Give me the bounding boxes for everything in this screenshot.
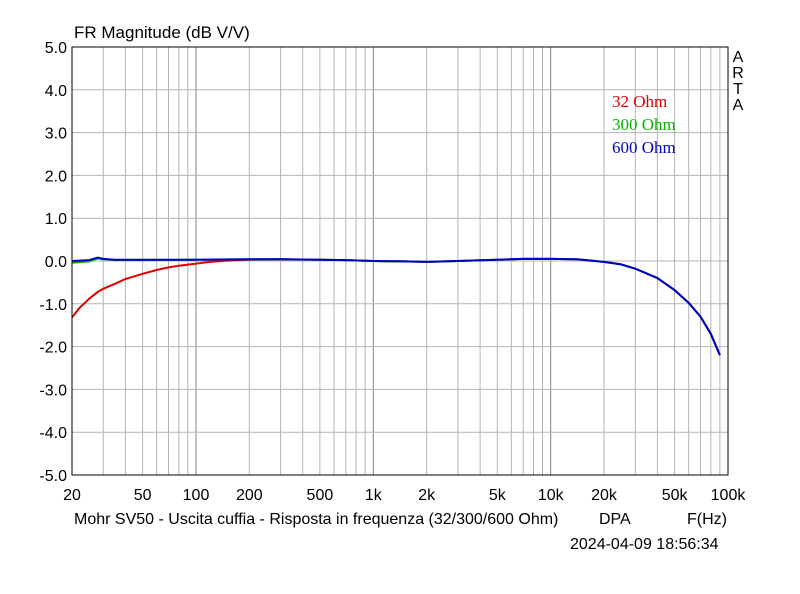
x-tick-label: 100k xyxy=(711,487,747,504)
y-tick-label: 1.0 xyxy=(45,211,67,228)
x-axis-label: F(Hz) xyxy=(687,511,727,528)
y-tick-label: -5.0 xyxy=(39,468,67,485)
y-tick-label: 3.0 xyxy=(45,126,67,143)
y-tick-label: 2.0 xyxy=(45,168,67,185)
legend-entry: 300 Ohm xyxy=(612,115,676,134)
x-tick-labels: 20 50 100 200 500 1k 2k 5k 10k 20k 50k 100k xyxy=(63,487,746,504)
x-tick-label: 50k xyxy=(662,487,689,504)
x-tick-label: 10k xyxy=(538,487,565,504)
y-tick-label: -1.0 xyxy=(39,297,67,314)
x-tick-label: 500 xyxy=(307,487,334,504)
watermark-letter: T xyxy=(733,81,743,98)
x-tick-label: 50 xyxy=(134,487,152,504)
chart-title: FR Magnitude (dB V/V) xyxy=(74,23,250,42)
legend-entry: 600 Ohm xyxy=(612,138,676,157)
series-lines xyxy=(71,256,721,356)
chart-caption: Mohr SV50 - Uscita cuffia - Risposta in … xyxy=(74,511,558,528)
legend-entry: 32 Ohm xyxy=(612,92,667,111)
y-tick-label: 4.0 xyxy=(45,83,67,100)
x-tick-label: 20k xyxy=(591,487,618,504)
y-tick-label: -4.0 xyxy=(39,425,67,442)
x-tick-label: 1k xyxy=(365,487,383,504)
y-tick-label: 5.0 xyxy=(45,40,67,57)
watermark-letter: A xyxy=(733,97,744,114)
x-tick-label: 20 xyxy=(63,487,81,504)
caption-dpa: DPA xyxy=(599,511,631,528)
y-tick-label: -2.0 xyxy=(39,340,67,357)
y-tick-label: 0.0 xyxy=(45,254,67,271)
series-line xyxy=(71,256,721,356)
y-tick-label: -3.0 xyxy=(39,382,67,399)
watermark-letter: R xyxy=(732,65,744,82)
timestamp: 2024-04-09 18:56:34 xyxy=(570,536,719,553)
x-tick-label: 2k xyxy=(418,487,436,504)
plot-frame xyxy=(71,46,729,476)
watermark-letter: A xyxy=(733,49,744,66)
legend: 32 Ohm 300 Ohm 600 Ohm xyxy=(612,92,676,157)
y-tick-labels: 5.0 4.0 3.0 2.0 1.0 0.0 -1.0 -2.0 -3.0 -4.0 -5.0 xyxy=(39,40,67,485)
x-tick-label: 5k xyxy=(489,487,507,504)
x-tick-label: 100 xyxy=(183,487,210,504)
x-tick-label: 200 xyxy=(236,487,263,504)
